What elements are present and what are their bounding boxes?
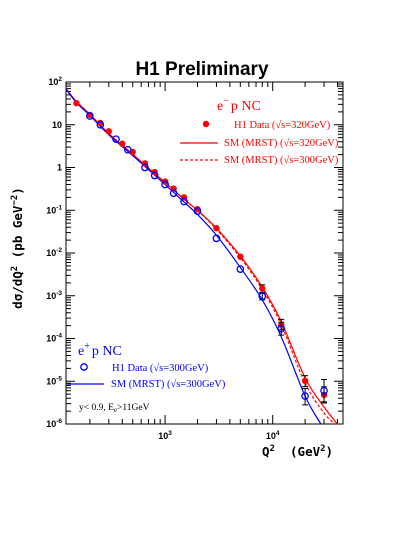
x-axis-label-exp: 2 <box>270 444 275 454</box>
data-point-electron <box>119 140 126 147</box>
data-point-positron <box>212 234 221 243</box>
legend-electron-entry-sm300: SM (MRST) (√s=300GeV) <box>224 154 339 166</box>
y-tick-label: 1 <box>57 163 62 173</box>
legend-filled-circle-marker <box>202 120 210 128</box>
legend-open-circle-marker <box>80 363 88 371</box>
data-point-positron <box>236 265 245 273</box>
x-axis: 103 104 <box>89 82 338 441</box>
data-point-electron <box>237 253 244 260</box>
legend-electron-entry-data: H1 Data (√s=320GeV) <box>234 119 331 131</box>
data-point-positron <box>112 135 120 144</box>
data-point-positron <box>123 145 132 154</box>
y-axis-label-unit: (pb GeV <box>10 205 25 258</box>
data-point-positron <box>258 292 267 301</box>
data-point-electron <box>105 128 113 135</box>
legend-electron-header: e− p NC <box>217 96 261 114</box>
y-tick-label: 10 <box>52 120 62 130</box>
y-tick-label: 102 <box>48 76 62 87</box>
data-point-positron <box>277 324 286 333</box>
legend-positron-entry-data: H1 Data (√s=300GeV) <box>112 362 209 374</box>
data-point-positron <box>169 189 178 198</box>
y-tick-label: 10-6 <box>46 418 62 429</box>
y-axis-label-unit-exp: −2 <box>10 195 20 206</box>
data-point-electron <box>194 205 201 213</box>
y-axis-label-exp: 2 <box>10 266 20 271</box>
data-point-positron <box>193 207 202 216</box>
data-point-positron <box>301 392 309 400</box>
data-point-positron <box>320 386 328 395</box>
x-tick-label: 103 <box>158 430 172 441</box>
y-axis-label-main: dσ/dQ <box>10 271 25 309</box>
data-point-positron <box>86 112 94 120</box>
legend-electron-entry-sm320: SM (MRST) (√s=320GeV) <box>224 137 339 149</box>
data-point-positron <box>150 171 159 180</box>
data-point-electron <box>301 377 309 385</box>
y-axis-label-close: ) <box>10 187 25 195</box>
x-axis-label-unit-exp: 2 <box>320 444 325 454</box>
y-tick-label: 10-4 <box>46 333 62 344</box>
data-point-electron <box>73 99 80 107</box>
data-point-positron <box>161 180 169 189</box>
y-tick-label: 10-1 <box>46 204 62 215</box>
y-tick-label: 10-2 <box>46 247 62 258</box>
data-point-electron <box>259 285 266 292</box>
y-tick-label: 10-5 <box>46 375 62 386</box>
data-point-positron <box>180 197 188 206</box>
y-axis-label: dσ/dQ2 (pb GeV−2) <box>10 187 25 309</box>
x-tick-label: 104 <box>266 430 280 441</box>
y-tick-label: 10-3 <box>46 290 62 301</box>
x-axis-label-unit-close: ) <box>326 444 334 459</box>
data-point-electron <box>213 225 220 232</box>
legend-positron: e+ p NC H1 Data (√s=300GeV) SM (MRST) (√s… <box>67 341 226 390</box>
x-axis-label-unit: (GeV <box>290 444 321 459</box>
x-axis-label: Q2 (GeV2) <box>262 444 333 459</box>
legend-positron-header: e+ p NC <box>78 341 122 359</box>
x-axis-label-main: Q <box>262 444 270 459</box>
legend-electron: e− p NC H1 Data (√s=320GeV) SM (MRST) (√s… <box>180 96 339 166</box>
chart-title: H1 Preliminary <box>135 59 268 80</box>
legend-positron-entry-sm300: SM (MRST) (√s=300GeV) <box>111 378 226 390</box>
data-points <box>73 99 328 406</box>
data-point-positron <box>96 120 105 129</box>
data-point-positron <box>141 163 149 172</box>
kinematic-cuts-annotation: y< 0.9, Ee>11GeV <box>79 403 150 414</box>
